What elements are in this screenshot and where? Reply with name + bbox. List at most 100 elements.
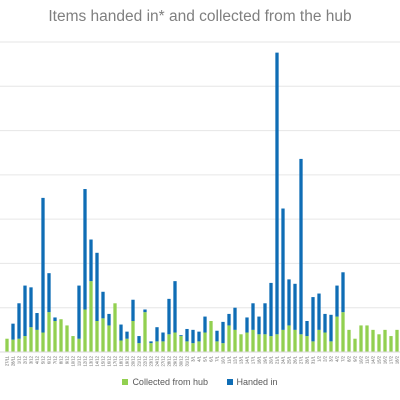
x-tick-label: 24/12 (155, 355, 160, 366)
bar-collected-from-hub (215, 341, 219, 352)
x-tick-label: 15/2 (377, 355, 382, 364)
bar-collected-from-hub (347, 329, 351, 352)
bar-collected-from-hub (287, 325, 291, 352)
chart-title: Items handed in* and collected from the … (48, 8, 352, 25)
x-tick-label: 13/1 (239, 355, 244, 364)
bar-handed-in (257, 316, 261, 335)
bar-handed-in (215, 330, 219, 342)
x-tick-label: 3/1 (191, 355, 196, 361)
x-tick-label: 17/1 (251, 355, 256, 364)
bar-handed-in (269, 282, 273, 337)
legend: Collected from hub Handed in (0, 377, 400, 387)
bar-collected-from-hub (65, 325, 69, 352)
x-tick-label: 28/12 (167, 355, 172, 366)
bar-handed-in (299, 158, 303, 335)
x-tick-label: 20/12 (131, 355, 136, 366)
bar-collected-from-hub (353, 338, 357, 352)
x-tick-label: 4/1 (197, 355, 202, 361)
legend-label-handed-in: Handed in (236, 377, 278, 387)
bar-collected-from-hub (179, 336, 183, 352)
bar-collected-from-hub (47, 312, 51, 352)
bar-collected-from-hub (269, 336, 273, 352)
x-tick-label: 3/12 (29, 355, 34, 364)
x-tick-label: 10/12 (71, 355, 76, 366)
x-tick-label: 7/12 (53, 355, 58, 364)
bar-collected-from-hub (95, 321, 99, 352)
x-tick-label: 14/12 (95, 355, 100, 366)
bar-handed-in (23, 285, 27, 337)
bar-collected-from-hub (359, 325, 363, 352)
legend-swatch-collected (122, 379, 129, 385)
x-tick-label: 12/1 (233, 355, 238, 364)
x-tick-label: 19/1 (263, 355, 268, 364)
bar-collected-from-hub (251, 329, 255, 352)
bar-collected-from-hub (221, 343, 225, 352)
bar-handed-in (179, 335, 183, 337)
bar-collected-from-hub (143, 312, 147, 352)
x-tick-label: 12/12 (83, 355, 88, 366)
bar-collected-from-hub (71, 336, 75, 352)
bar-collected-from-hub (173, 332, 177, 352)
bar-collected-from-hub (125, 338, 129, 352)
bar-collected-from-hub (323, 332, 327, 352)
x-tick-label: 31/12 (185, 355, 190, 366)
bar-collected-from-hub (59, 319, 63, 352)
bar-handed-in (227, 313, 231, 326)
bar-handed-in (251, 303, 255, 330)
x-tick-label: 21/1 (275, 355, 280, 364)
x-tick-label: 11/2 (365, 355, 370, 364)
x-tick-label: 4/12 (35, 355, 40, 364)
bar-handed-in (95, 252, 99, 321)
bar-collected-from-hub (77, 338, 81, 352)
bar-handed-in (149, 341, 153, 344)
bar-handed-in (47, 273, 51, 313)
x-tick-label: 16/2 (383, 355, 388, 364)
bar-collected-from-hub (305, 336, 309, 352)
bar-handed-in (185, 328, 189, 342)
bar-collected-from-hub (137, 343, 141, 352)
bars (5, 52, 399, 352)
bar-handed-in (143, 309, 147, 313)
bar-handed-in (233, 307, 237, 330)
bar-collected-from-hub (191, 343, 195, 352)
bar-collected-from-hub (53, 321, 57, 352)
bar-collected-from-hub (371, 329, 375, 352)
bar-collected-from-hub (233, 329, 237, 352)
x-tick-label: 7/1 (215, 355, 220, 361)
x-tick-label: 9/2 (353, 355, 358, 361)
x-tick-label: 1/2 (317, 355, 322, 361)
bar-collected-from-hub (389, 336, 393, 352)
bar-collected-from-hub (377, 334, 381, 352)
bar-handed-in (173, 281, 177, 333)
bar-handed-in (89, 239, 93, 282)
bar-collected-from-hub (209, 321, 213, 352)
bar-handed-in (287, 279, 291, 326)
bar-collected-from-hub (317, 329, 321, 352)
x-tick-label: 3/2 (329, 355, 334, 361)
bar-collected-from-hub (329, 341, 333, 352)
bar-collected-from-hub (83, 309, 87, 352)
bar-handed-in (329, 314, 333, 342)
x-tick-label: 18/1 (257, 355, 262, 364)
legend-item-collected: Collected from hub (122, 377, 208, 387)
bar-collected-from-hub (245, 332, 249, 352)
bar-collected-from-hub (131, 321, 135, 352)
x-tick-label: 15/12 (101, 355, 106, 366)
bar-collected-from-hub (383, 329, 387, 352)
x-tick-label: 16/12 (107, 355, 112, 366)
x-tick-label: 11/1 (227, 355, 232, 364)
bar-collected-from-hub (263, 334, 267, 352)
bar-collected-from-hub (29, 327, 33, 352)
bar-collected-from-hub (365, 325, 369, 352)
bar-handed-in (191, 329, 195, 344)
bar-collected-from-hub (119, 340, 123, 352)
bar-collected-from-hub (35, 329, 39, 352)
bar-collected-from-hub (113, 303, 117, 352)
bar-handed-in (137, 336, 141, 344)
x-tick-label: 21/12 (137, 355, 142, 366)
bar-collected-from-hub (107, 325, 111, 352)
x-tick-label: 17/12 (113, 355, 118, 366)
x-tick-label: 14/1 (245, 355, 250, 364)
bar-handed-in (323, 313, 327, 333)
bar-collected-from-hub (17, 338, 21, 352)
